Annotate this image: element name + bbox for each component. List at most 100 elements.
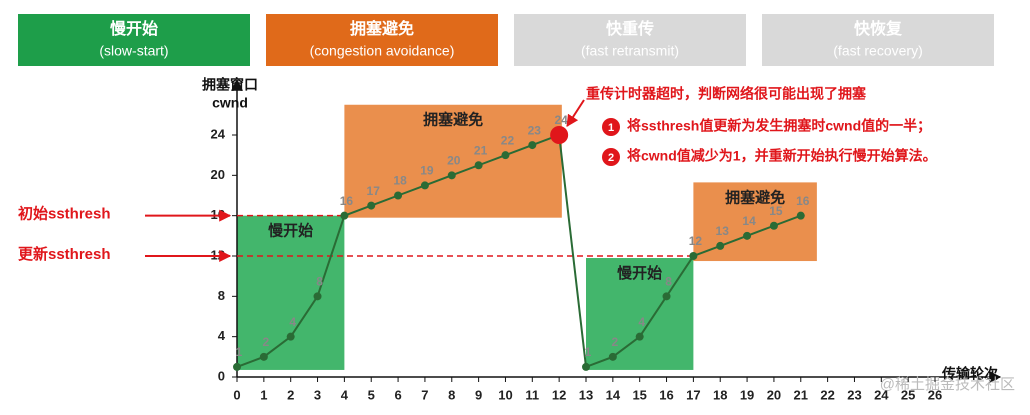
x-tick-label: 17 xyxy=(686,387,700,402)
data-label: 1 xyxy=(236,345,243,359)
data-label: 16 xyxy=(340,194,354,208)
data-point xyxy=(313,292,322,301)
item-text: 将ssthresh值更新为发生拥塞时cwnd值的一半； xyxy=(627,118,931,135)
data-label: 15 xyxy=(769,204,783,218)
x-tick-label: 12 xyxy=(552,387,566,402)
event-text: 重传计时器超时，判断网络很可能出现了拥塞 xyxy=(586,86,867,102)
data-label: 2 xyxy=(612,335,619,349)
x-tick-label: 9 xyxy=(475,387,482,402)
data-point xyxy=(689,252,698,260)
data-point xyxy=(635,332,644,341)
threshold-label: 更新ssthresh xyxy=(18,245,111,263)
data-label: 2 xyxy=(263,335,270,349)
region-label: 拥塞避免 xyxy=(423,111,483,129)
data-point xyxy=(367,201,376,210)
y-tick-label: 16 xyxy=(211,207,225,222)
region-label: 拥塞避免 xyxy=(725,188,785,206)
phase-sub: (fast retransmit) xyxy=(581,43,679,59)
y-tick-label: 12 xyxy=(211,247,225,262)
x-tick-label: 4 xyxy=(341,387,349,402)
data-label: 22 xyxy=(501,133,515,147)
x-axis-label: 传输轮次 xyxy=(941,366,998,382)
data-point xyxy=(796,211,805,220)
y-tick-label: 4 xyxy=(218,328,226,343)
data-label: 1 xyxy=(585,345,592,359)
phase-box xyxy=(18,14,250,66)
region xyxy=(237,215,345,370)
x-tick-label: 3 xyxy=(314,387,321,402)
phase-name: 快恢复 xyxy=(854,19,903,38)
series-line xyxy=(236,133,802,369)
x-tick-label: 16 xyxy=(659,387,673,402)
x-tick-label: 26 xyxy=(928,387,942,402)
data-point xyxy=(769,221,778,230)
data-label: 23 xyxy=(528,123,542,137)
data-label: 18 xyxy=(393,174,407,188)
region-label: 慢开始 xyxy=(617,264,662,282)
item-text: 将cwnd值减少为1，并重新开始执行慢开始算法。 xyxy=(627,148,937,164)
data-point xyxy=(582,362,590,371)
region-label: 慢开始 xyxy=(268,222,313,240)
x-tick-label: 15 xyxy=(632,387,646,402)
phase-box xyxy=(514,14,746,66)
x-tick-label: 18 xyxy=(713,387,727,402)
watermark: @稀土掘金技术社区 xyxy=(880,376,1015,393)
data-point xyxy=(474,161,483,170)
phase-name: 拥塞避免 xyxy=(350,19,414,38)
y-tick-label: 0 xyxy=(218,368,225,383)
y-axis-label: 拥塞窗口 xyxy=(202,77,258,93)
data-label: 12 xyxy=(689,234,703,248)
x-tick-label: 23 xyxy=(847,387,861,402)
data-point xyxy=(528,141,537,150)
x-tick-label: 25 xyxy=(901,387,915,402)
data-point xyxy=(662,292,671,301)
event-marker xyxy=(550,126,569,144)
x-tick-label: 2 xyxy=(287,387,294,402)
threshold-label: 初始ssthresh xyxy=(18,205,111,223)
x-tick-label: 14 xyxy=(606,387,621,402)
data-label: 8 xyxy=(316,275,323,289)
x-tick-label: 21 xyxy=(794,387,808,402)
x-tick-label: 20 xyxy=(767,387,781,402)
data-label: 19 xyxy=(420,164,434,178)
x-tick-label: 10 xyxy=(498,387,512,402)
data-point xyxy=(259,352,268,361)
phase-box xyxy=(762,14,994,66)
x-tick-label: 7 xyxy=(421,387,428,402)
y-tick-label: 8 xyxy=(218,288,225,303)
x-tick-label: 5 xyxy=(368,387,375,402)
data-point xyxy=(233,362,241,371)
x-tick-label: 1 xyxy=(260,387,267,402)
data-point xyxy=(420,181,429,190)
x-tick-label: 6 xyxy=(394,387,401,402)
phase-sub: (congestion avoidance) xyxy=(310,43,455,59)
phase-sub: (fast recovery) xyxy=(833,43,922,59)
data-label: 14 xyxy=(742,214,756,228)
x-tick-label: 19 xyxy=(740,387,754,402)
data-point xyxy=(340,211,349,220)
x-tick-label: 0 xyxy=(233,387,240,402)
phase-name: 慢开始 xyxy=(110,19,158,38)
data-label: 13 xyxy=(716,224,730,238)
y-axis-label: cwnd xyxy=(212,95,248,111)
data-point xyxy=(394,191,403,200)
data-label: 21 xyxy=(474,143,488,157)
region xyxy=(586,258,694,370)
data-point xyxy=(716,241,725,250)
y-tick-label: 24 xyxy=(211,126,226,141)
data-label: 24 xyxy=(554,113,568,127)
x-tick-label: 13 xyxy=(579,387,593,402)
data-label: 4 xyxy=(638,315,645,329)
phase-box xyxy=(266,14,498,66)
item-number: 1 xyxy=(608,122,614,134)
phase-name: 快重传 xyxy=(606,19,654,38)
data-point xyxy=(501,151,510,160)
item-badge xyxy=(602,148,620,166)
data-point xyxy=(286,332,295,341)
item-number: 2 xyxy=(608,152,614,164)
data-label: 17 xyxy=(367,184,381,198)
phase-sub: (slow-start) xyxy=(99,43,168,59)
x-tick-label: 11 xyxy=(525,387,539,402)
